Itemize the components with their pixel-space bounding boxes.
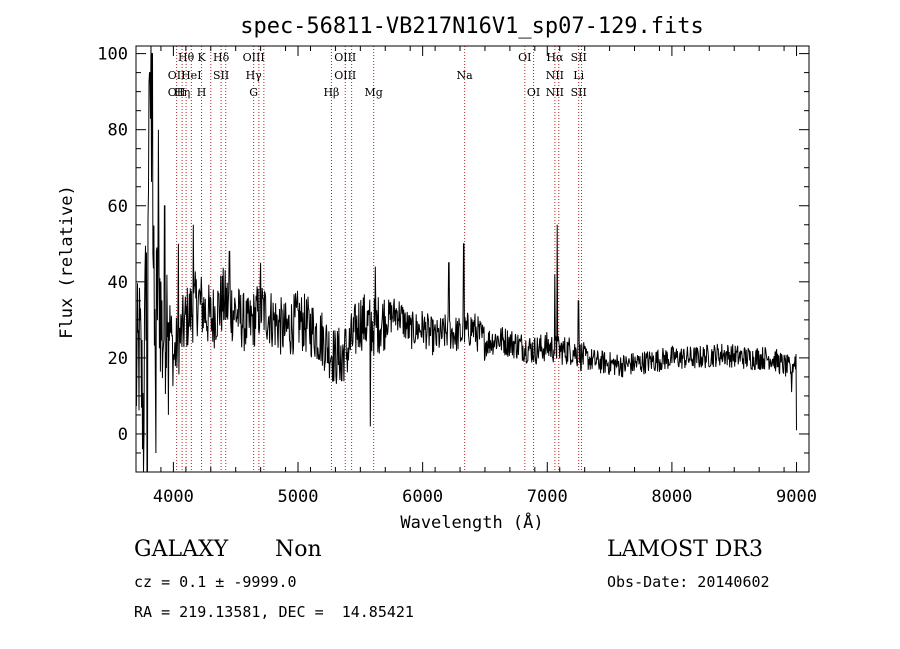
emission-line-label: NII	[546, 69, 564, 82]
spectrum-chart: spec-56811-VB217N16V1_sp07-129.fits Flux…	[57, 14, 817, 533]
emission-line-label: Hδ	[213, 51, 230, 64]
emission-line-label: OIII	[334, 51, 356, 64]
class-label: GALAXY	[134, 537, 229, 562]
y-tick-label: 100	[97, 45, 128, 65]
emission-line-label: Na	[457, 69, 474, 82]
emission-line-label: OII	[168, 69, 186, 82]
y-axis-ticks: 0 20 40 60 80 100	[97, 45, 809, 473]
x-tick-label: 7000	[527, 487, 568, 507]
emission-line-label: SII	[571, 86, 587, 99]
y-axis-label: Flux (relative)	[57, 185, 77, 339]
emission-line-label: OIII	[243, 51, 265, 64]
emission-line-label: Hθ	[178, 51, 195, 64]
emission-line-label: OIII	[334, 69, 356, 82]
emission-line-label: OI	[518, 51, 531, 64]
emission-line-label: Li	[573, 69, 584, 82]
emission-line-label: SII	[571, 51, 587, 64]
emission-line-label: Hβ	[323, 86, 339, 99]
x-tick-label: 9000	[776, 487, 817, 507]
x-tick-label: 8000	[651, 487, 692, 507]
emission-line-label: OI	[527, 86, 540, 99]
x-axis-label: Wavelength (Å)	[400, 511, 543, 533]
emission-line-label: G	[249, 86, 258, 99]
emission-line-label: OII	[168, 86, 186, 99]
spectrum-line	[135, 45, 797, 473]
emission-line-markers	[176, 46, 583, 472]
x-tick-label: 6000	[402, 487, 443, 507]
coords-line: RA = 219.13581, DEC = 14.85421	[134, 603, 414, 621]
emission-line-label: Mg	[365, 86, 383, 99]
x-axis-ticks: 4000 5000 6000 7000 8000 9000	[135, 46, 817, 507]
emission-line-label: Hγ	[246, 69, 263, 82]
survey-label: LAMOST DR3	[607, 537, 763, 562]
emission-line-label: H	[197, 86, 207, 99]
emission-line-label: Hα	[546, 51, 564, 64]
plot-frame	[135, 45, 810, 473]
cz-line: cz = 0.1 ± -9999.0	[134, 573, 297, 591]
obs-date-line: Obs-Date: 20140602	[607, 573, 770, 591]
emission-line-label: NII	[546, 86, 564, 99]
subclass-label: Non	[275, 537, 322, 562]
y-tick-label: 40	[108, 273, 128, 293]
x-tick-label: 5000	[278, 487, 319, 507]
y-tick-label: 0	[118, 425, 128, 445]
y-tick-label: 20	[108, 349, 128, 369]
emission-line-label: HeI	[181, 69, 201, 82]
emission-line-label: Hη	[174, 86, 190, 99]
chart-title: spec-56811-VB217N16V1_sp07-129.fits	[240, 14, 704, 39]
emission-line-label: K	[197, 51, 206, 64]
emission-line-label: SII	[213, 69, 229, 82]
y-tick-label: 80	[108, 121, 128, 141]
y-tick-label: 60	[108, 197, 128, 217]
x-tick-label: 4000	[153, 487, 194, 507]
